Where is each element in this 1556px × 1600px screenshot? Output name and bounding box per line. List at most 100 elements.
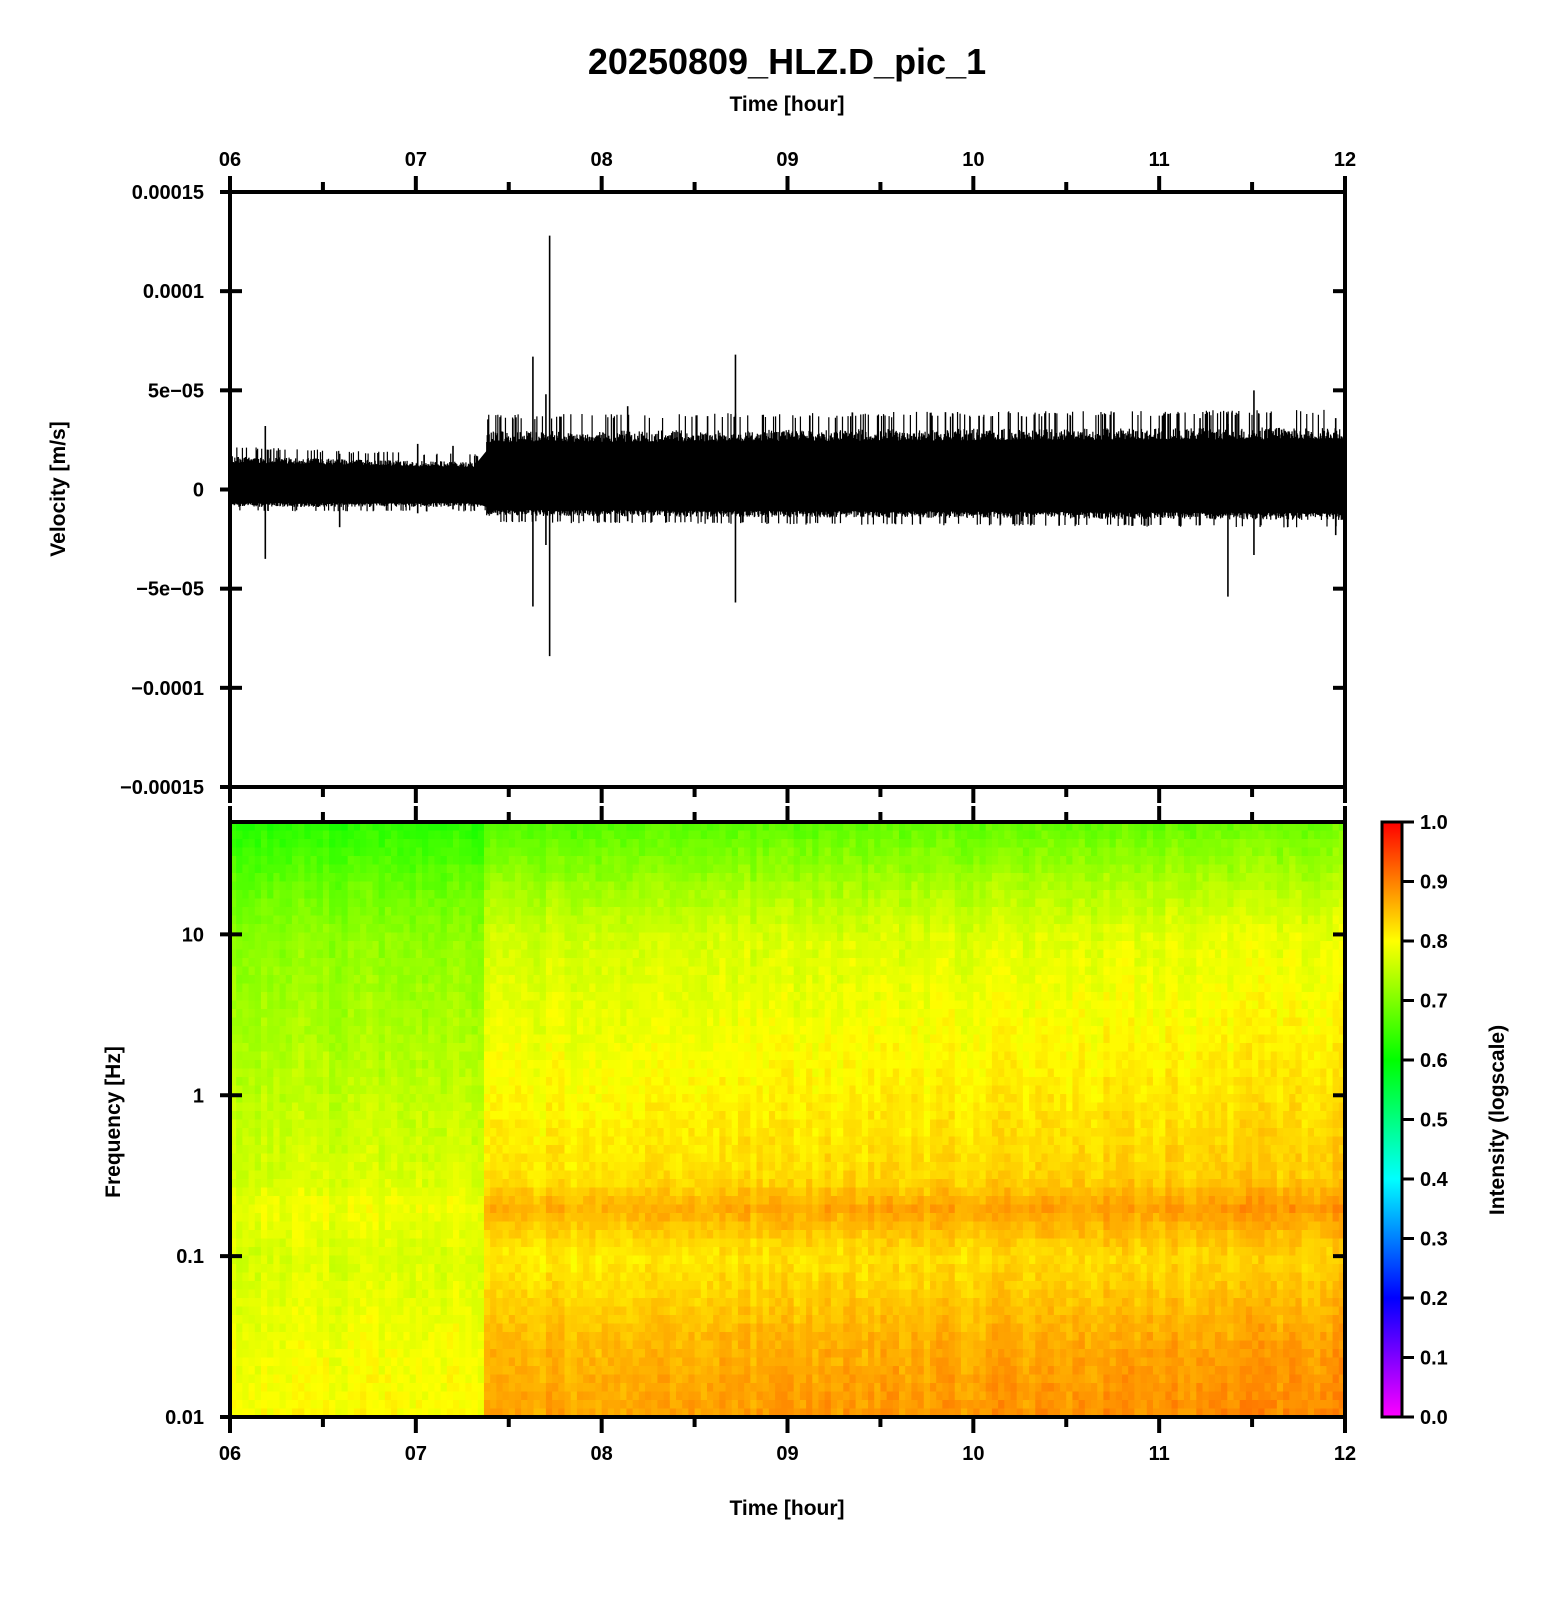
heatmap-cell xyxy=(422,1238,429,1248)
heatmap-cell xyxy=(322,975,330,985)
heatmap-cell xyxy=(384,958,392,968)
heatmap-cell xyxy=(267,1060,274,1070)
heatmap-cell xyxy=(267,1187,274,1197)
heatmap-cell xyxy=(397,932,405,942)
heatmap-cell xyxy=(353,1306,361,1316)
heatmap-cell xyxy=(576,1281,584,1291)
heatmap-cell xyxy=(298,1179,305,1189)
heatmap-cell xyxy=(638,1119,646,1129)
heatmap-cell xyxy=(254,898,262,908)
heatmap-cell xyxy=(527,949,535,959)
heatmap-cell xyxy=(391,1315,398,1325)
heatmap-cell xyxy=(620,847,628,857)
heatmap-cell xyxy=(360,1230,367,1240)
heatmap-cell xyxy=(496,1128,504,1138)
heatmap-cell xyxy=(248,1119,256,1129)
heatmap-cell xyxy=(502,907,510,917)
heatmap-cell xyxy=(347,1315,355,1325)
heatmap-cell xyxy=(409,958,417,968)
heatmap-cell xyxy=(514,1136,522,1146)
heatmap-cell xyxy=(316,1111,324,1121)
heatmap-cell xyxy=(329,1366,336,1376)
heatmap-cell xyxy=(248,1221,256,1231)
heatmap-cell xyxy=(378,1068,386,1078)
heatmap-cell xyxy=(601,881,609,891)
heatmap-cell xyxy=(248,983,256,993)
heatmap-cell xyxy=(508,847,516,857)
heatmap-cell xyxy=(570,975,578,985)
y-tick-label: 0.00015 xyxy=(132,182,204,204)
heatmap-cell xyxy=(409,1060,417,1070)
heatmap-cell xyxy=(335,966,343,976)
heatmap-cell xyxy=(539,1145,547,1155)
heatmap-cell xyxy=(322,830,330,840)
heatmap-cell xyxy=(391,1017,398,1027)
heatmap-cell xyxy=(310,958,318,968)
heatmap-cell xyxy=(298,847,305,857)
heatmap-cell xyxy=(403,1043,411,1053)
heatmap-cell xyxy=(465,1383,473,1393)
heatmap-cell xyxy=(533,907,541,917)
heatmap-cell xyxy=(391,1026,398,1036)
heatmap-cell xyxy=(428,1264,436,1274)
heatmap-cell xyxy=(366,1077,374,1087)
heatmap-cell xyxy=(545,966,553,976)
heatmap-cell xyxy=(230,839,237,849)
heatmap-cell xyxy=(341,1255,349,1265)
heatmap-cell xyxy=(564,1102,572,1112)
heatmap-cell xyxy=(298,1094,305,1104)
heatmap-cell xyxy=(273,1306,281,1316)
heatmap-cell xyxy=(638,941,646,951)
heatmap-cell xyxy=(459,1408,466,1417)
heatmap-cell xyxy=(508,1009,516,1019)
heatmap-cell xyxy=(415,941,423,951)
heatmap-cell xyxy=(298,1111,305,1121)
heatmap-cell xyxy=(576,1094,584,1104)
heatmap-cell xyxy=(496,1153,504,1163)
heatmap-cell xyxy=(347,847,355,857)
heatmap-cell xyxy=(589,1187,597,1197)
heatmap-cell xyxy=(638,1315,646,1325)
heatmap-cell xyxy=(391,958,398,968)
heatmap-cell xyxy=(341,890,349,900)
heatmap-cell xyxy=(502,1400,510,1410)
heatmap-cell xyxy=(372,1017,380,1027)
heatmap-cell xyxy=(378,966,386,976)
heatmap-cell xyxy=(298,1247,305,1257)
heatmap-cell xyxy=(483,1153,491,1163)
heatmap-cell xyxy=(614,1068,621,1078)
heatmap-cell xyxy=(645,1128,652,1138)
heatmap-cell xyxy=(409,1136,417,1146)
heatmap-cell xyxy=(570,1221,578,1231)
heatmap-cell xyxy=(267,1230,274,1240)
heatmap-cell xyxy=(353,1332,361,1342)
heatmap-cell xyxy=(329,839,336,849)
heatmap-cell xyxy=(230,1272,237,1282)
heatmap-cell xyxy=(422,1026,429,1036)
heatmap-cell xyxy=(360,1272,367,1282)
heatmap-cell xyxy=(285,1408,293,1417)
heatmap-cell xyxy=(657,873,665,883)
heatmap-cell xyxy=(614,1204,621,1214)
heatmap-cell xyxy=(291,1221,299,1231)
heatmap-cell xyxy=(335,1408,343,1417)
heatmap-cell xyxy=(502,864,510,874)
heatmap-cell xyxy=(576,1077,584,1087)
heatmap-cell xyxy=(453,1391,460,1401)
heatmap-cell xyxy=(570,1357,578,1367)
heatmap-cell xyxy=(285,1026,293,1036)
heatmap-cell xyxy=(471,839,479,849)
heatmap-cell xyxy=(576,1374,584,1384)
heatmap-cell xyxy=(496,1349,504,1359)
heatmap-cell xyxy=(360,1043,367,1053)
heatmap-cell xyxy=(273,1111,281,1121)
heatmap-cell xyxy=(360,1136,367,1146)
heatmap-cell xyxy=(552,1009,559,1019)
heatmap-cell xyxy=(446,1085,454,1095)
heatmap-cell xyxy=(360,822,367,832)
heatmap-cell xyxy=(645,1051,652,1061)
heatmap-cell xyxy=(533,1170,541,1180)
heatmap-cell xyxy=(316,1017,324,1027)
heatmap-cell xyxy=(552,856,559,866)
